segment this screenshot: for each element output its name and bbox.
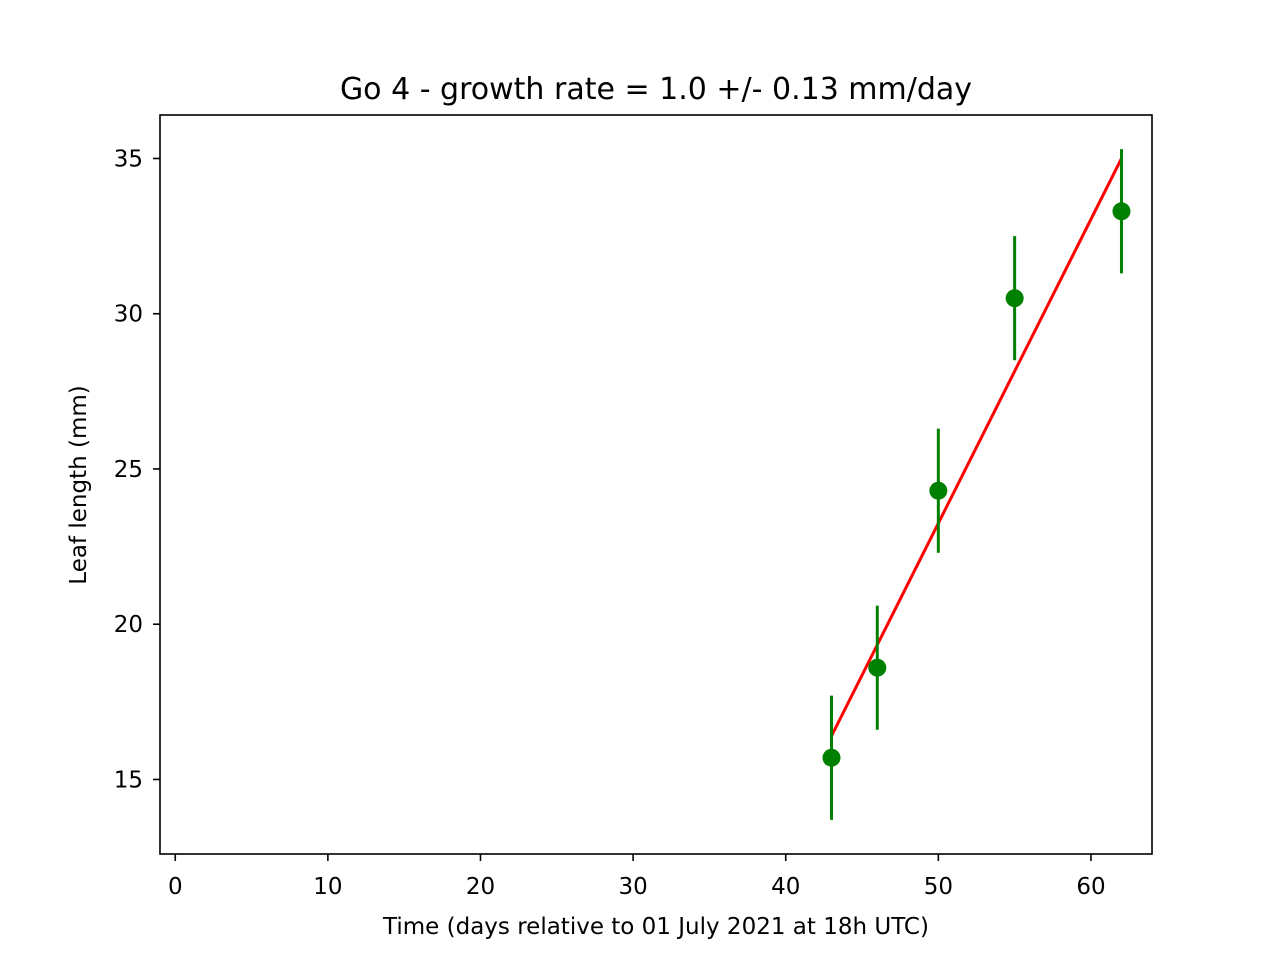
x-axis: 0 10 20 30 40 50 60 xyxy=(168,854,1106,900)
fit-layer xyxy=(830,157,1123,737)
plot-frame xyxy=(159,114,1153,855)
y-axis: 15 20 25 30 35 xyxy=(114,146,160,793)
fit-line xyxy=(830,157,1123,737)
x-tick-label: 20 xyxy=(466,874,495,900)
data-marker xyxy=(822,748,841,767)
y-tick-label: 35 xyxy=(114,146,143,172)
data-point xyxy=(822,695,841,820)
x-tick-label: 0 xyxy=(168,874,183,900)
plot-area xyxy=(159,114,1153,855)
y-tick-label: 15 xyxy=(114,767,143,793)
chart-title: Go 4 - growth rate = 1.0 +/- 0.13 mm/day xyxy=(340,72,972,107)
x-tick-label: 40 xyxy=(771,874,800,900)
y-tick-label: 30 xyxy=(114,302,143,328)
data-point xyxy=(1112,149,1131,274)
points-layer xyxy=(822,149,1131,820)
x-tick-label: 50 xyxy=(924,874,953,900)
y-tick-label: 20 xyxy=(114,612,143,638)
x-tick-label: 10 xyxy=(313,874,342,900)
data-marker xyxy=(929,481,948,500)
data-marker xyxy=(1112,202,1131,221)
x-tick-label: 30 xyxy=(618,874,647,900)
data-marker xyxy=(868,658,887,677)
data-point xyxy=(1005,236,1024,361)
data-point xyxy=(868,605,887,730)
y-axis-label: Leaf length (mm) xyxy=(66,385,92,584)
data-marker xyxy=(1005,289,1024,308)
x-axis-label: Time (days relative to 01 July 2021 at 1… xyxy=(382,914,929,940)
x-tick-label: 60 xyxy=(1076,874,1105,900)
y-tick-label: 25 xyxy=(114,457,143,483)
data-point xyxy=(929,428,948,553)
